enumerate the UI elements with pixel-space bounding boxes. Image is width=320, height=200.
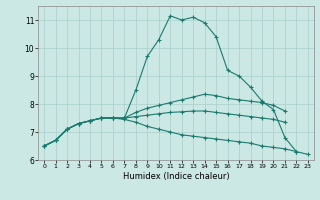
X-axis label: Humidex (Indice chaleur): Humidex (Indice chaleur) <box>123 172 229 181</box>
